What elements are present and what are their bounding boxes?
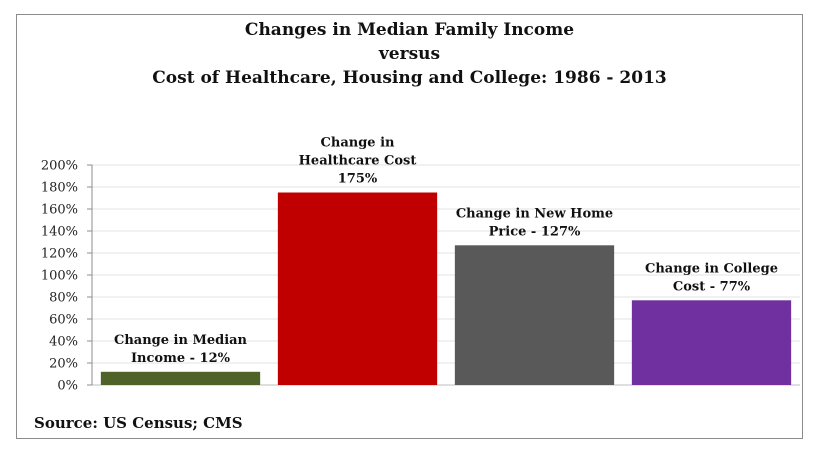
chart-title-line-3: Cost of Healthcare, Housing and College:… <box>152 68 667 88</box>
data-label: Change in <box>321 136 395 151</box>
bar <box>631 300 792 385</box>
y-tick-label: 100% <box>41 269 78 284</box>
data-label: Change in College <box>645 261 778 276</box>
data-label: Change in Median <box>114 333 248 348</box>
bar <box>454 245 615 385</box>
y-tick-label: 80% <box>49 291 78 306</box>
bar <box>100 371 261 385</box>
data-label: Healthcare Cost <box>299 154 417 169</box>
y-tick-label: 160% <box>41 203 78 218</box>
data-label: Income - 12% <box>131 351 231 366</box>
y-tick-label: 0% <box>57 379 78 394</box>
y-tick-label: 40% <box>49 335 78 350</box>
y-tick-label: 120% <box>41 247 78 262</box>
y-tick-label: 180% <box>41 181 78 196</box>
data-label: 175% <box>338 172 378 187</box>
data-label: Price - 127% <box>489 224 581 239</box>
chart-title-line-2: versus <box>378 44 441 64</box>
data-label: Change in New Home <box>456 206 613 221</box>
chart-title-line-1: Changes in Median Family Income <box>244 20 575 40</box>
y-tick-label: 140% <box>41 225 78 240</box>
y-tick-label: 200% <box>41 159 78 174</box>
source-note: Source: US Census; CMS <box>34 414 243 432</box>
y-tick-label: 20% <box>49 357 78 372</box>
data-label: Cost - 77% <box>673 279 751 294</box>
y-tick-label: 60% <box>49 313 78 328</box>
bar <box>277 192 438 385</box>
